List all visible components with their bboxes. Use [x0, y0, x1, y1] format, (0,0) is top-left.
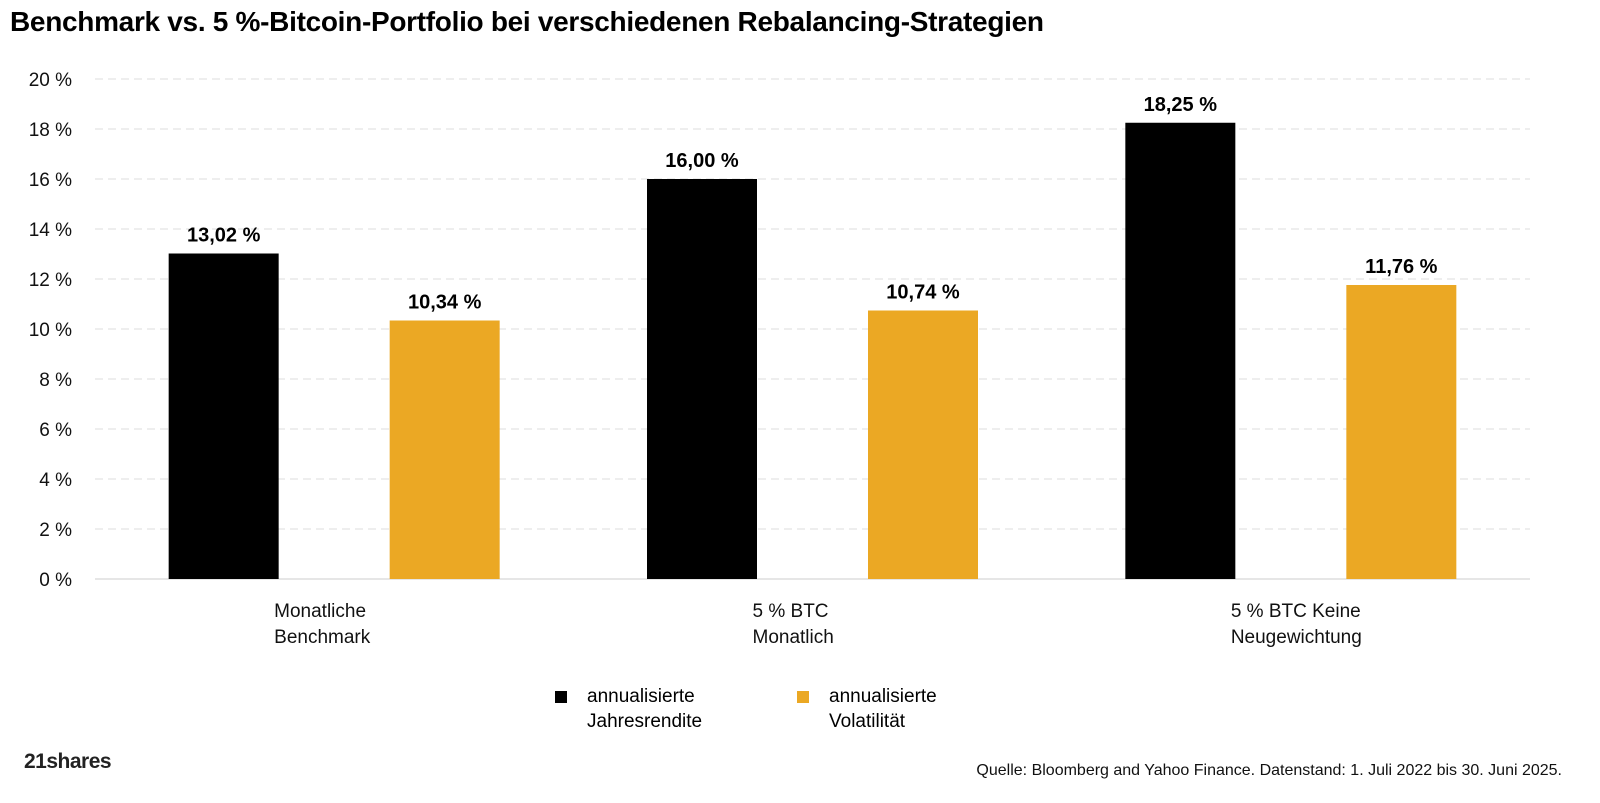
bar — [1346, 285, 1457, 579]
y-tick-label: 6 % — [39, 420, 72, 441]
legend-label-line: annualisierte — [587, 686, 695, 707]
legend-label: annualisierte Volatilität — [829, 684, 937, 734]
source-note: Quelle: Bloomberg and Yahoo Finance. Dat… — [976, 762, 1562, 779]
category-label: Neugewichtung — [1231, 627, 1362, 648]
y-tick-label: 4 % — [39, 470, 72, 491]
data-label: 11,76 % — [1365, 256, 1438, 278]
legend-swatch-black — [555, 691, 567, 703]
legend-label-line: Volatilität — [829, 711, 906, 732]
legend-label-line: annualisierte — [829, 686, 937, 707]
data-label: 13,02 % — [187, 225, 261, 247]
y-tick-label: 20 % — [29, 70, 72, 91]
data-label: 16,00 % — [665, 150, 739, 172]
category-label: Monatlich — [753, 627, 834, 648]
chart-title: Benchmark vs. 5 %-Bitcoin-Portfolio bei … — [10, 6, 1044, 37]
y-tick-label: 18 % — [29, 120, 72, 141]
legend-item-return: annualisierte Jahresrendite — [555, 684, 702, 734]
legend-swatch-orange — [797, 691, 809, 703]
bar — [168, 253, 279, 579]
bar — [647, 179, 757, 579]
y-tick-label: 12 % — [29, 270, 72, 291]
y-tick-label: 14 % — [29, 220, 72, 241]
y-tick-label: 2 % — [39, 520, 72, 541]
21shares-logo: 21shares — [24, 750, 112, 773]
category-label: 5 % BTC Keine — [1231, 601, 1361, 622]
bar — [1125, 122, 1236, 579]
legend-item-volatility: annualisierte Volatilität — [797, 684, 937, 734]
category-label: Monatliche — [274, 601, 366, 622]
data-label: 10,74 % — [886, 282, 960, 304]
bar — [868, 310, 978, 579]
legend-label: annualisierte Jahresrendite — [587, 684, 702, 734]
bar — [389, 320, 500, 579]
data-label: 10,34 % — [408, 292, 482, 314]
category-label: 5 % BTC — [753, 601, 829, 622]
y-tick-label: 10 % — [29, 320, 72, 341]
category-label: Benchmark — [274, 627, 371, 648]
y-tick-label: 8 % — [39, 370, 72, 391]
data-label: 18,25 % — [1144, 94, 1218, 116]
legend-label-line: Jahresrendite — [587, 711, 703, 732]
y-tick-label: 0 % — [39, 570, 72, 591]
y-tick-label: 16 % — [29, 170, 72, 191]
